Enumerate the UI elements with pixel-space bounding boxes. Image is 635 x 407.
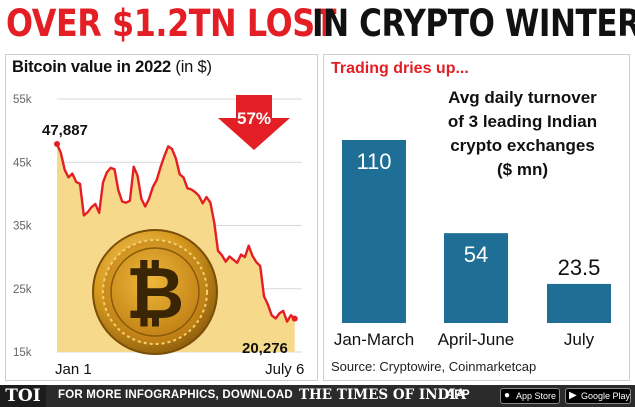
charts-canvas: 15k 25k 35k 45k 55k ₿ 47,887 20,276 57% Jan … [13,94,611,378]
bitcoin-price-line [55,143,296,323]
bitcoin-coin-icon: ₿ [92,229,218,355]
bar [547,283,611,323]
drop-percentage: 57% [237,109,271,128]
bar-title-line: crypto exchanges [450,136,595,155]
turnover-panel [323,54,630,381]
headline-black: IN CRYPTO WINTER [312,2,635,45]
bar-title-line: of 3 leading Indian [447,112,598,131]
footer-brand[interactable]: THE TIMES OF INDIA [299,387,467,403]
y-tick-label: 45k [13,157,32,169]
bar-category-label: April-June [438,330,515,349]
headline-red: OVER $1.2TN LOST [6,2,336,45]
bitcoin-panel [5,54,318,381]
source-note: Source: Cryptowire, Coinmarketcap [331,359,537,374]
headline: OVER $1.2TN LOST IN CRYPTO WINTER [0,0,635,52]
footer-app-word: APP [446,389,470,401]
bar-title-line: ($ mn) [497,160,548,179]
bar-value-label: 110 [356,149,391,174]
bar-category-label: Jan-March [334,330,414,349]
svg-text:₿: ₿ [126,251,185,335]
x-tick-label: Jan 1 [55,361,92,378]
down-arrow-icon [218,95,290,150]
end-point-marker [291,315,298,322]
bar-category-label: July [564,330,595,349]
bitcoin-line-chart: 15k 25k 35k 45k 55k ₿ 47,887 20,276 57% Jan … [13,94,304,378]
toi-logo[interactable]: TOI [0,385,46,407]
bitcoin-x-axis: Jan 1 July 6 [55,361,304,378]
bar-value-label: 23.5 [558,255,601,280]
play-icon: ▶ [569,390,577,401]
app-store-button[interactable]: ● App Store [500,388,560,404]
bitcoin-chart-title-unit: (in $) [175,58,212,76]
bar-title-line: Avg daily turnover [448,88,597,107]
bar-chart-title: Avg daily turnover of 3 leading Indian c… [420,86,625,182]
y-tick-label: 15k [13,347,32,359]
x-tick-label: July 6 [265,361,304,378]
bar [444,233,508,323]
bitcoin-y-axis: 15k 25k 35k 45k 55k [13,94,32,359]
y-tick-label: 25k [13,284,32,296]
turnover-bar-chart: 110 Jan-March 54 April-June 23.5 July [334,140,611,349]
footer-text: FOR MORE INFOGRAPHICS, DOWNLOAD [58,389,293,401]
bitcoin-chart-title-bold: Bitcoin value in 2022 [12,58,172,76]
bar-value-label: 54 [464,242,488,267]
footer-banner: TOI FOR MORE INFOGRAPHICS, DOWNLOAD THE … [0,385,635,407]
trading-title: Trading dries up... [331,60,469,77]
google-play-button[interactable]: ▶ Google Play [565,388,631,404]
bar [342,140,406,323]
app-store-label: App Store [516,391,557,401]
bitcoin-chart-title: Bitcoin value in 2022 (in $) [12,58,212,77]
y-tick-label: 35k [13,221,32,233]
end-value-label: 20,276 [242,340,288,357]
start-value-label: 47,887 [42,122,88,139]
y-tick-label: 55k [13,94,32,106]
start-point-marker [54,140,60,147]
google-play-label: Google Play [581,391,631,401]
apple-icon: ● [504,390,511,401]
